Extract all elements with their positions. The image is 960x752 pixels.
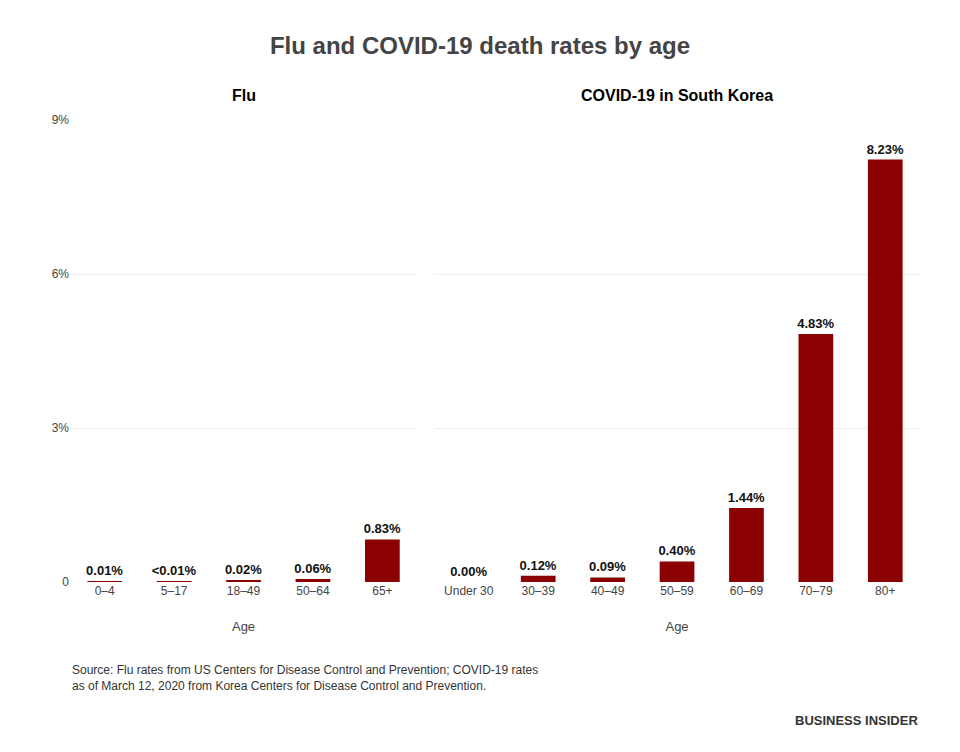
- svg-text:5–17: 5–17: [161, 584, 188, 598]
- svg-text:0.40%: 0.40%: [658, 543, 695, 558]
- svg-text:0.01%: 0.01%: [86, 563, 123, 578]
- svg-text:4.83%: 4.83%: [797, 316, 834, 331]
- svg-text:Source: Flu rates from US Cent: Source: Flu rates from US Centers for Di…: [72, 663, 538, 693]
- svg-text:0.12%: 0.12%: [520, 558, 557, 573]
- svg-text:1.44%: 1.44%: [728, 490, 765, 505]
- svg-text:COVID-19 in South Korea: COVID-19 in South Korea: [581, 87, 773, 104]
- svg-text:30–39: 30–39: [522, 584, 556, 598]
- svg-text:0–4: 0–4: [95, 584, 115, 598]
- svg-text:Flu and COVID-19 death rates b: Flu and COVID-19 death rates by age: [270, 32, 690, 59]
- svg-text:18–49: 18–49: [227, 584, 261, 598]
- svg-text:0.02%: 0.02%: [225, 562, 262, 577]
- svg-text:0: 0: [62, 575, 69, 589]
- svg-text:BUSINESS INSIDER: BUSINESS INSIDER: [795, 713, 918, 728]
- svg-text:6%: 6%: [52, 267, 70, 281]
- svg-text:0.09%: 0.09%: [589, 559, 626, 574]
- svg-text:<0.01%: <0.01%: [152, 563, 197, 578]
- svg-text:9%: 9%: [52, 113, 70, 127]
- svg-text:3%: 3%: [52, 421, 70, 435]
- svg-text:65+: 65+: [372, 584, 392, 598]
- svg-text:0.00%: 0.00%: [450, 564, 487, 579]
- svg-text:50–59: 50–59: [660, 584, 694, 598]
- svg-text:0.06%: 0.06%: [294, 561, 331, 576]
- svg-text:60–69: 60–69: [730, 584, 764, 598]
- svg-text:Flu: Flu: [232, 87, 256, 104]
- svg-text:80+: 80+: [875, 584, 895, 598]
- svg-text:Age: Age: [665, 619, 688, 634]
- svg-text:0.83%: 0.83%: [364, 521, 401, 536]
- svg-text:50–64: 50–64: [296, 584, 330, 598]
- svg-text:70–79: 70–79: [799, 584, 833, 598]
- svg-text:8.23%: 8.23%: [867, 142, 904, 157]
- svg-text:40–49: 40–49: [591, 584, 625, 598]
- svg-text:Under 30: Under 30: [444, 584, 494, 598]
- svg-text:Age: Age: [232, 619, 255, 634]
